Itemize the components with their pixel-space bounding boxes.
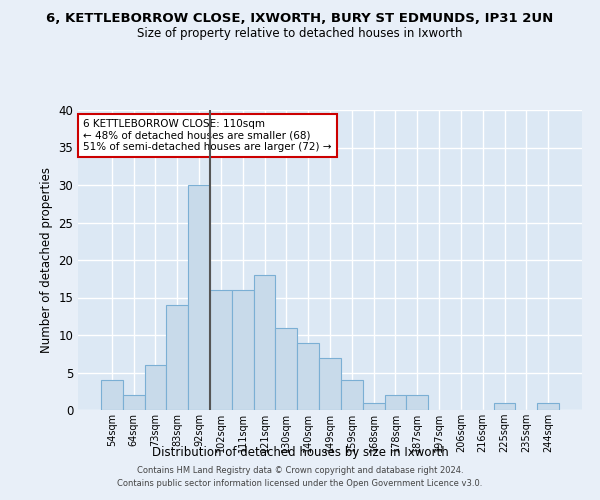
Bar [341, 380, 363, 410]
Bar [319, 358, 341, 410]
Bar [210, 290, 232, 410]
Text: Distribution of detached houses by size in Ixworth: Distribution of detached houses by size … [152, 446, 448, 459]
Bar [188, 185, 210, 410]
Text: Contains HM Land Registry data © Crown copyright and database right 2024.
Contai: Contains HM Land Registry data © Crown c… [118, 466, 482, 487]
Bar [254, 275, 275, 410]
Bar [363, 402, 385, 410]
Bar [123, 395, 145, 410]
Bar [494, 402, 515, 410]
Bar [275, 328, 297, 410]
Bar [385, 395, 406, 410]
Bar [101, 380, 123, 410]
Bar [297, 342, 319, 410]
Bar [406, 395, 428, 410]
Text: Size of property relative to detached houses in Ixworth: Size of property relative to detached ho… [137, 28, 463, 40]
Y-axis label: Number of detached properties: Number of detached properties [40, 167, 53, 353]
Bar [166, 305, 188, 410]
Bar [232, 290, 254, 410]
Bar [145, 365, 166, 410]
Text: 6 KETTLEBORROW CLOSE: 110sqm
← 48% of detached houses are smaller (68)
51% of se: 6 KETTLEBORROW CLOSE: 110sqm ← 48% of de… [83, 119, 332, 152]
Bar [537, 402, 559, 410]
Text: 6, KETTLEBORROW CLOSE, IXWORTH, BURY ST EDMUNDS, IP31 2UN: 6, KETTLEBORROW CLOSE, IXWORTH, BURY ST … [46, 12, 554, 26]
